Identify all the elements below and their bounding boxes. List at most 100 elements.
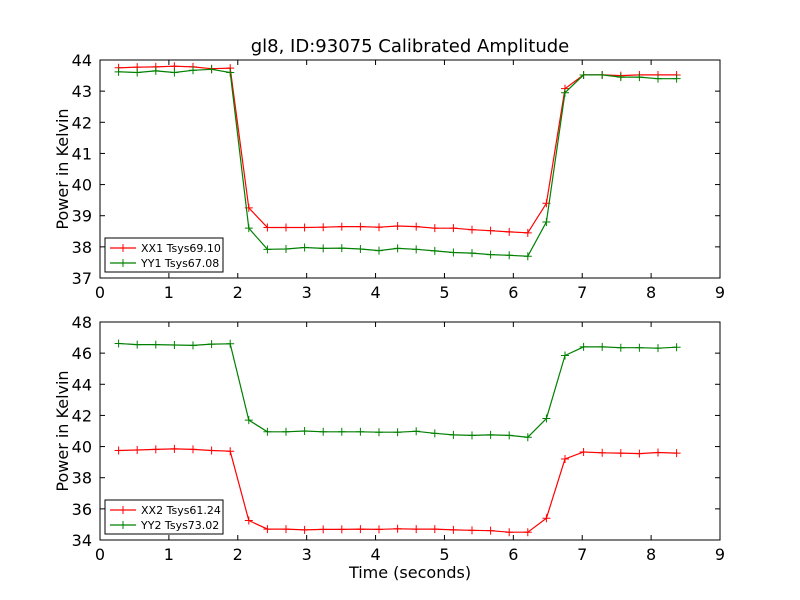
plot1-series-1-point [356, 222, 365, 231]
plot1-series-2-point [114, 67, 123, 76]
plot2-x-tick-label: 3 [302, 545, 312, 564]
plot2-x-tick-label: 0 [95, 545, 105, 564]
plot2-legend-label-1: XX2 Tsys61.24 [141, 504, 221, 517]
plot2-legend-marker-1 [119, 506, 127, 514]
plot2-legend-label-2: YY2 Tsys73.02 [140, 519, 219, 532]
plot1-y-axis-label: Power in Kelvin [53, 108, 72, 229]
plot2-series-2-point [635, 343, 644, 352]
plot2-series-1-point [579, 448, 588, 457]
plot1-x-tick-label: 7 [577, 283, 587, 302]
plot2-series-1-point [319, 525, 328, 534]
plot1-series-2-point [300, 243, 309, 252]
plot1-series-2-point [616, 73, 625, 82]
plot1-series-1-point [375, 223, 383, 232]
plot2-y-tick-label: 38 [72, 469, 92, 488]
plot1-series-1-point [412, 222, 421, 231]
plot1-legend-box [104, 237, 224, 273]
plot2-series-2-point [654, 344, 662, 353]
plot1-legend-marker-2 [119, 259, 127, 267]
plot1-series-1-point [319, 223, 328, 232]
plot2-y-tick-label: 48 [72, 313, 92, 332]
plot2-y-axis-label: Power in Kelvin [53, 370, 72, 491]
top-plot: 0 1 2 3 4 5 6 7 8 9 37 38 39 40 41 42 43 44 Power in Kelvi… [53, 51, 725, 302]
plot1-series-1-point [393, 221, 402, 230]
plot2-x-tick-label: 1 [164, 545, 174, 564]
plot2-series-2-point [468, 431, 476, 440]
plot1-y-tick-label: 40 [72, 176, 92, 195]
plot1-series-1-point [486, 226, 495, 235]
plot1-series-2-point [579, 70, 588, 79]
plot1-y-tick-label: 42 [72, 113, 92, 132]
plot1-series-2-point [468, 249, 476, 258]
plot2-series-1-point [263, 525, 272, 534]
plot1-series-1-point [449, 224, 458, 233]
plot1-series-2-point [449, 248, 458, 257]
plot1-series-2-point [430, 246, 439, 255]
plot2-series-2-point [282, 427, 290, 436]
plot1-series-2-point [282, 245, 290, 254]
plot2-series-1-point [412, 525, 421, 534]
plot2-series-1-point [375, 525, 383, 534]
plot2-series-2-point [170, 341, 179, 350]
plot1-series-2-point [356, 245, 365, 254]
plot2-series-1-point [672, 449, 681, 458]
plot1-x-tick-label: 2 [233, 283, 243, 302]
plot2-series-2-point [393, 428, 402, 437]
plot2-series-2-point [523, 433, 532, 442]
plot2-x-tick-label: 7 [577, 545, 587, 564]
plot2-series-2-point [356, 427, 365, 436]
plot1-y-tick-label: 38 [72, 238, 92, 257]
plot1-series-2-point [635, 73, 644, 82]
plot2-series-1-point [542, 514, 551, 523]
plot2-series-1-point [486, 526, 495, 535]
plot2-legend-marker-2 [119, 521, 127, 529]
plot1-series-2-point [486, 250, 495, 259]
plot1-series-2-point [226, 68, 235, 77]
plot1-series-2-point [319, 244, 328, 253]
plot1-y-tick-label: 37 [72, 269, 92, 288]
plot2-x-tick-label: 8 [646, 545, 656, 564]
plot2-series-2-point [337, 427, 346, 436]
plot2-series-2-point [598, 342, 607, 351]
plot2-x-axis-label: Time (seconds) [348, 563, 471, 582]
plot1-series-2-point [133, 68, 142, 77]
plot1-y-tick-label: 41 [72, 144, 92, 163]
plot1-series-1-point [430, 224, 439, 233]
plot1-axes-frame [99, 59, 721, 279]
plot2-series-2-point [151, 340, 160, 349]
plot1-legend-label-1: XX1 Tsys69.10 [141, 242, 221, 255]
plot1-y-tick-label: 44 [72, 51, 92, 70]
plot2-series-1-point [282, 525, 290, 534]
plot2-series-1-point [356, 525, 365, 534]
plot2-series-1-point [189, 445, 197, 454]
plot2-series-2-point [449, 430, 458, 439]
plot1-series-2-point [337, 244, 346, 253]
plot2-series-1-point [635, 449, 644, 458]
plot1-series-2-point [523, 252, 532, 261]
plot1-series-2-point [542, 217, 551, 226]
plot1-series-2-point [375, 246, 383, 255]
plot2-series-2-point [412, 427, 421, 436]
plot1-x-tick-label: 8 [646, 283, 656, 302]
plot1-series-2-point [151, 66, 160, 75]
plot1-series-2-point [263, 245, 272, 254]
plot1-y-tick-label: 39 [72, 207, 92, 226]
plot1-x-tick-label: 3 [302, 283, 312, 302]
plot2-series-2-point [226, 339, 235, 348]
plot2-y-tick-label: 40 [72, 438, 92, 457]
plot2-y-tick-label: 36 [72, 500, 92, 519]
plot2-series-1-point [430, 525, 439, 534]
plot2-series-1-point [300, 525, 309, 534]
plot1-series-2-point [207, 65, 216, 74]
plot2-series-2-point [430, 429, 439, 438]
plot1-series-1-point [505, 227, 514, 236]
plot2-axes-frame [99, 321, 721, 541]
plot1-y-tick-label: 43 [72, 82, 92, 101]
plot1-series-2-point [244, 224, 253, 233]
plot2-series-1-point [337, 525, 346, 534]
plot1-x-tick-label: 4 [370, 283, 380, 302]
plot2-series-2-point [263, 427, 272, 436]
plot1-series-2-point [412, 245, 421, 254]
plot2-series-1-point [616, 449, 625, 458]
